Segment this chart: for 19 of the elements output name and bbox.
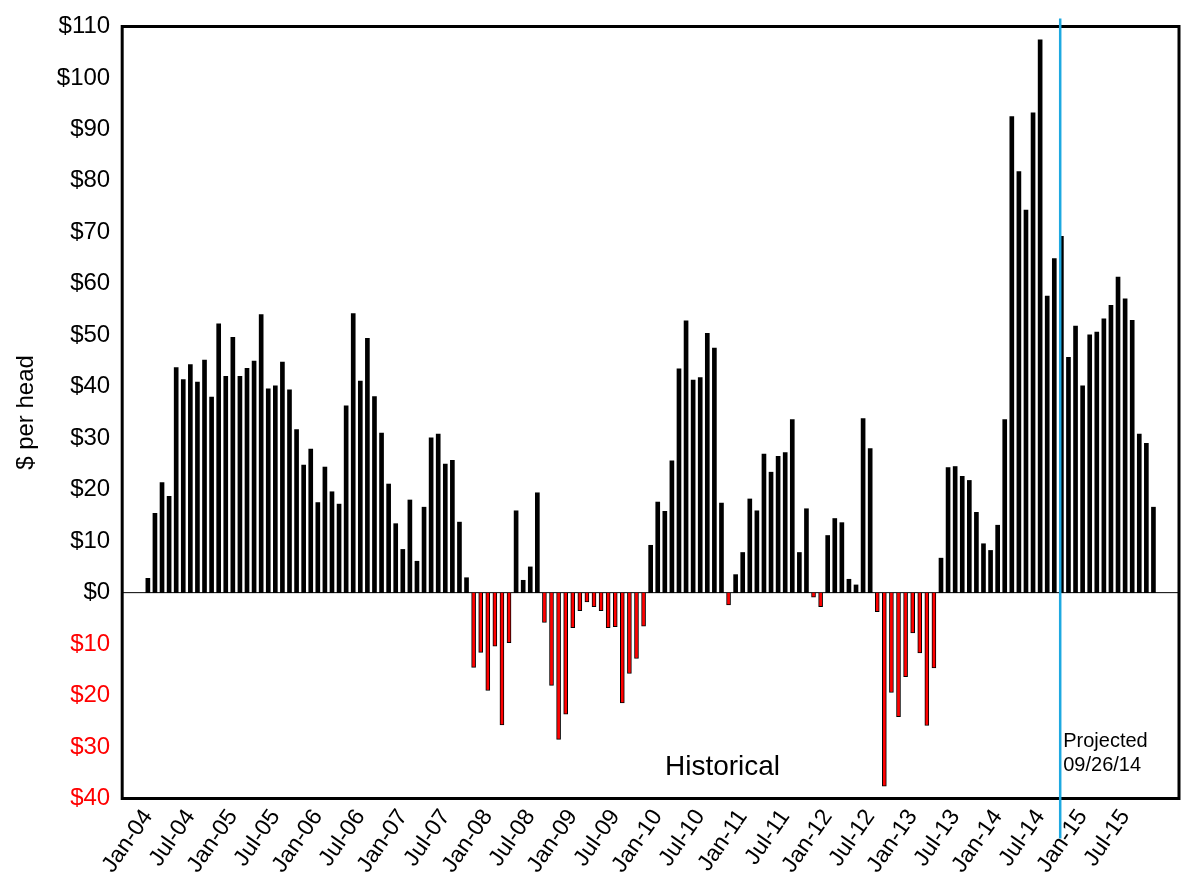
- annotation: Historical: [664, 749, 781, 781]
- y-tick-label: $10: [70, 628, 111, 656]
- y-tick-label: $70: [70, 216, 111, 244]
- y-tick-label: $100: [56, 62, 111, 90]
- y-axis-title: $ per head: [11, 355, 39, 470]
- y-tick-label: $20: [70, 474, 111, 502]
- y-tick-label: $20: [70, 680, 111, 708]
- y-tick-label: $90: [70, 113, 111, 141]
- y-tick-label: $60: [70, 268, 111, 296]
- y-tick-label: $50: [70, 319, 111, 347]
- y-tick-label: $0: [83, 577, 111, 605]
- y-tick-label: $10: [70, 525, 111, 553]
- y-tick-label: $40: [70, 783, 111, 811]
- y-tick-label: $40: [70, 371, 111, 399]
- y-tick-label: $80: [70, 165, 111, 193]
- ref-line-label: Projected 09/26/14: [1063, 728, 1148, 775]
- y-tick-label: $110: [58, 11, 111, 39]
- y-tick-label: $30: [70, 422, 111, 450]
- y-tick-label: $30: [70, 731, 111, 759]
